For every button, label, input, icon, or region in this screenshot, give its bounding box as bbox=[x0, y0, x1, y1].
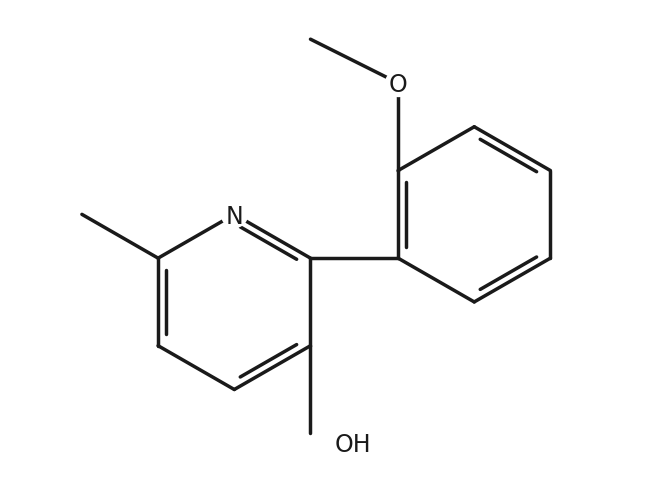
Text: N: N bbox=[225, 205, 243, 229]
Text: OH: OH bbox=[335, 433, 372, 457]
Text: O: O bbox=[389, 74, 407, 98]
